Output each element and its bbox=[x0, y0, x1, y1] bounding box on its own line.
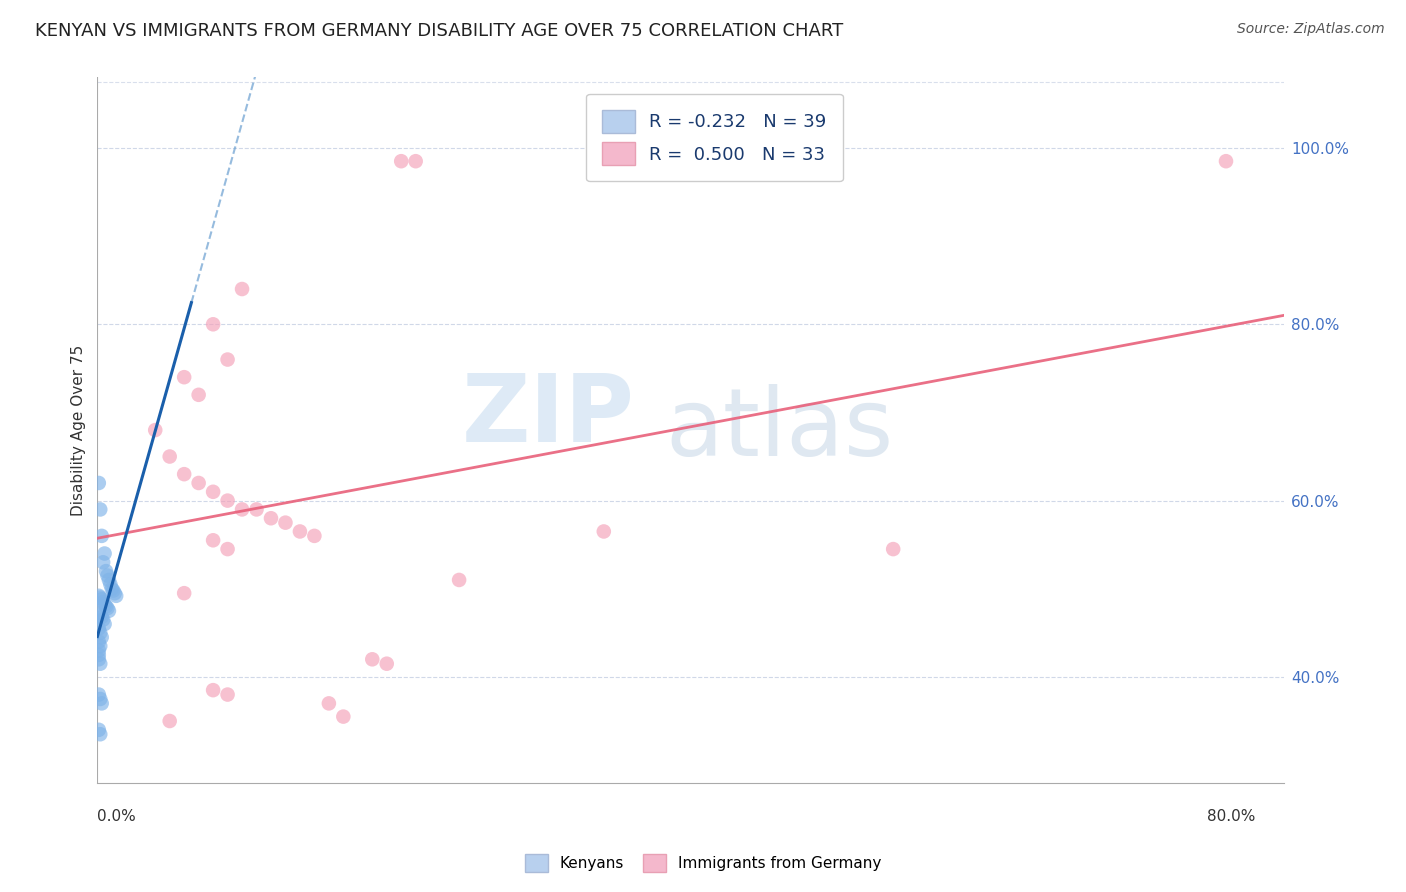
Point bbox=[1215, 154, 1237, 169]
Point bbox=[87, 607, 110, 621]
Legend: Kenyans, Immigrants from Germany: Kenyans, Immigrants from Germany bbox=[517, 846, 889, 880]
Point bbox=[389, 154, 412, 169]
Point bbox=[87, 648, 110, 662]
Point bbox=[89, 502, 111, 516]
Point bbox=[104, 586, 127, 600]
Point bbox=[89, 625, 111, 640]
Point bbox=[89, 639, 111, 653]
Point bbox=[89, 657, 111, 671]
Point bbox=[159, 450, 181, 464]
Point bbox=[187, 475, 209, 490]
Point bbox=[260, 511, 283, 525]
Point bbox=[202, 683, 225, 698]
Point bbox=[87, 688, 110, 702]
Text: KENYAN VS IMMIGRANTS FROM GERMANY DISABILITY AGE OVER 75 CORRELATION CHART: KENYAN VS IMMIGRANTS FROM GERMANY DISABI… bbox=[35, 22, 844, 40]
Point bbox=[202, 533, 225, 548]
Point bbox=[91, 613, 114, 627]
Point bbox=[89, 608, 111, 623]
Point bbox=[89, 591, 111, 605]
Point bbox=[90, 630, 112, 644]
Point bbox=[90, 592, 112, 607]
Point bbox=[245, 502, 267, 516]
Point bbox=[217, 493, 239, 508]
Text: 0.0%: 0.0% bbox=[97, 809, 136, 824]
Point bbox=[361, 652, 384, 666]
Point bbox=[318, 697, 340, 711]
Text: Source: ZipAtlas.com: Source: ZipAtlas.com bbox=[1237, 22, 1385, 37]
Point bbox=[91, 555, 114, 569]
Point bbox=[93, 617, 115, 632]
Point bbox=[97, 604, 120, 618]
Point bbox=[217, 352, 239, 367]
Point bbox=[93, 598, 115, 612]
Point bbox=[100, 577, 122, 591]
Point bbox=[173, 586, 195, 600]
Point bbox=[332, 709, 354, 723]
Y-axis label: Disability Age Over 75: Disability Age Over 75 bbox=[72, 344, 86, 516]
Point bbox=[87, 634, 110, 648]
Point bbox=[87, 475, 110, 490]
Point bbox=[87, 643, 110, 657]
Point bbox=[96, 568, 118, 582]
Point bbox=[91, 595, 114, 609]
Text: ZIP: ZIP bbox=[461, 370, 634, 462]
Legend: R = -0.232   N = 39, R =  0.500   N = 33: R = -0.232 N = 39, R = 0.500 N = 33 bbox=[586, 94, 842, 181]
Point bbox=[101, 582, 124, 596]
Point bbox=[304, 529, 326, 543]
Point bbox=[87, 622, 110, 636]
Point bbox=[93, 547, 115, 561]
Point bbox=[288, 524, 311, 539]
Point bbox=[89, 727, 111, 741]
Point bbox=[90, 697, 112, 711]
Point bbox=[97, 573, 120, 587]
Point bbox=[90, 529, 112, 543]
Point bbox=[94, 599, 117, 614]
Point bbox=[217, 542, 239, 557]
Point bbox=[202, 318, 225, 332]
Point bbox=[202, 484, 225, 499]
Point bbox=[231, 502, 253, 516]
Point bbox=[90, 610, 112, 624]
Point bbox=[89, 692, 111, 706]
Point bbox=[143, 423, 166, 437]
Point bbox=[173, 370, 195, 384]
Text: atlas: atlas bbox=[665, 384, 894, 476]
Point bbox=[274, 516, 297, 530]
Point bbox=[231, 282, 253, 296]
Point bbox=[449, 573, 471, 587]
Point bbox=[187, 388, 209, 402]
Point bbox=[87, 723, 110, 737]
Point bbox=[159, 714, 181, 728]
Point bbox=[217, 688, 239, 702]
Point bbox=[87, 652, 110, 666]
Point bbox=[882, 542, 904, 557]
Point bbox=[94, 564, 117, 578]
Point bbox=[105, 589, 128, 603]
Point bbox=[87, 589, 110, 603]
Point bbox=[405, 154, 427, 169]
Point bbox=[375, 657, 398, 671]
Point bbox=[103, 583, 125, 598]
Text: 80.0%: 80.0% bbox=[1206, 809, 1256, 824]
Point bbox=[96, 601, 118, 615]
Point bbox=[592, 524, 614, 539]
Point bbox=[173, 467, 195, 482]
